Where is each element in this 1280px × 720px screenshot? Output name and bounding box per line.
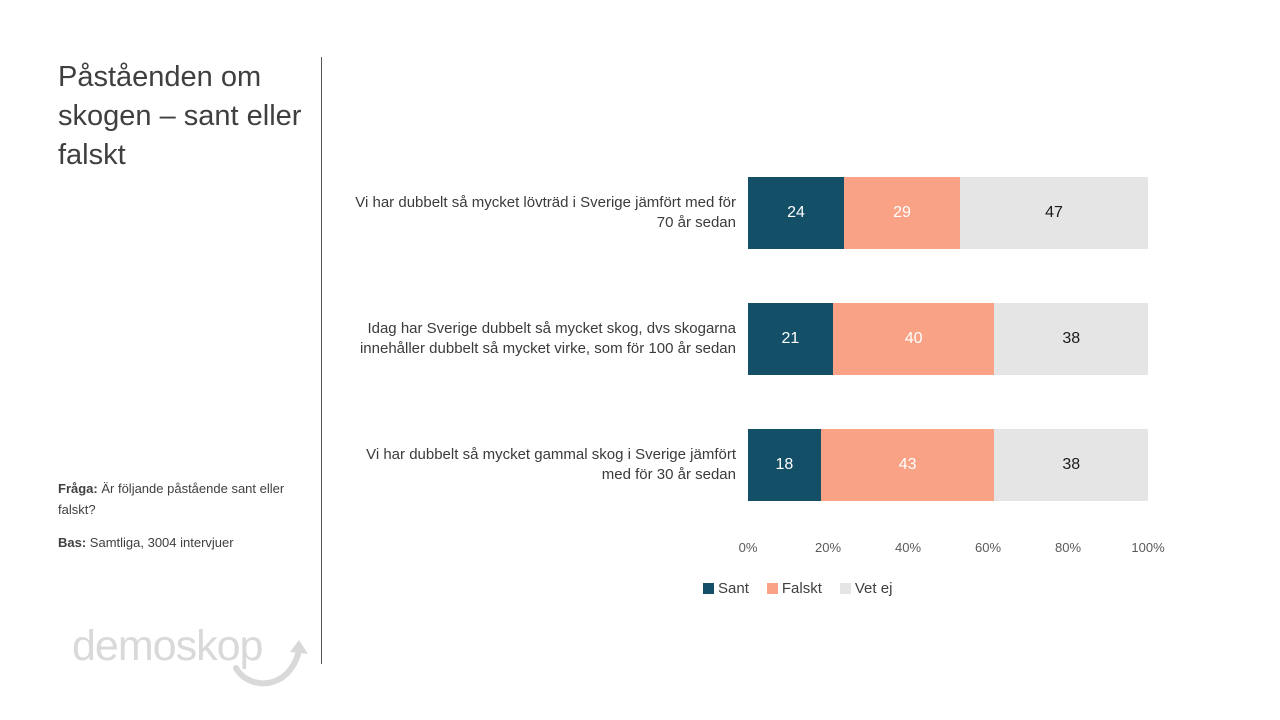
segment-value-label: 29 [893,204,911,221]
segment-value-label: 21 [781,330,800,347]
segment-value-label: 18 [775,456,794,473]
frame-bottom-accent-bar [0,701,320,720]
chart-legend: Sant Falskt Vet ej [703,580,892,597]
question-text: Är följande påstående sant eller falskt? [58,481,285,517]
logo-swoosh-arrow-icon [233,640,308,687]
segment-value-label: 38 [1062,456,1081,473]
x-tick-label: 100% [1131,540,1165,555]
bar-segment-sant: 18 [748,429,821,501]
base-label: Bas: [58,535,87,550]
segment-value-label: 40 [904,330,923,347]
frame-top-accent-bar [0,0,320,19]
legend-item-vet-ej: Vet ej [839,580,893,597]
legend-item-sant: Sant [703,580,749,597]
bar-segment-sant: 24 [748,177,844,249]
stacked-bar: 18 43 38 [748,429,1148,501]
category-label: Vi har dubbelt så mycket lövträd i Sveri… [355,194,736,231]
question-note: Fråga: Är följande påstående sant eller … [58,478,308,520]
legend-swatch [766,583,778,594]
segment-value-label: 43 [898,456,917,473]
demoskop-logo: demoskop [72,622,308,687]
category-label: Idag har Sverige dubbelt så mycket skog,… [359,320,736,357]
frame-bottom-gray-bar [320,701,1280,720]
sidebar-divider-line [321,57,322,664]
frame-left-accent-bar [0,0,19,720]
logo-wordmark: demoskop [72,622,263,670]
page-title: Påståenden om skogen – sant eller falskt [58,61,302,171]
bar-segment-sant: 21 [748,303,833,375]
x-tick-label: 40% [894,540,922,555]
frame-right-gray-bar [1261,19,1280,701]
legend-label: Falskt [781,580,822,597]
bar-segment-vet-ej: 38 [994,303,1148,375]
stacked-bar: 21 40 38 [748,303,1148,375]
base-text: Samtliga, 3004 intervjuer [86,535,234,550]
bar-segment-vet-ej: 47 [960,177,1148,249]
bar-segment-vet-ej: 38 [994,429,1148,501]
stacked-bar-chart: Vi har dubbelt så mycket lövträd i Sveri… [345,177,1148,501]
legend-label: Vet ej [854,580,893,597]
legend-swatch [839,583,851,594]
frame-top-gray-bar [320,0,1280,19]
bar-segment-falskt: 29 [844,177,960,249]
stacked-bar: 24 29 47 [748,177,1148,249]
x-tick-label: 0% [738,540,758,555]
bar-row: Vi har dubbelt så mycket lövträd i Sveri… [345,177,1148,249]
x-axis: 0% 20% 40% 60% 80% 100% [739,540,1165,556]
base-note: Bas: Samtliga, 3004 intervjuer [58,532,308,553]
bar-row: Idag har Sverige dubbelt så mycket skog,… [345,303,1148,375]
x-tick-label: 60% [974,540,1002,555]
segment-value-label: 38 [1062,330,1081,347]
legend-item-falskt: Falskt [766,580,822,597]
segment-value-label: 47 [1045,204,1063,221]
bar-segment-falskt: 40 [832,303,995,375]
legend-label: Sant [718,580,749,597]
bar-segment-falskt: 43 [820,429,995,501]
bar-row: Vi har dubbelt så mycket gammal skog i S… [345,429,1148,501]
category-label: Vi har dubbelt så mycket gammal skog i S… [366,446,736,483]
legend-swatch [703,583,714,594]
x-tick-label: 20% [814,540,842,555]
question-label: Fråga: [58,481,98,496]
x-tick-label: 80% [1054,540,1082,555]
segment-value-label: 24 [787,204,805,221]
